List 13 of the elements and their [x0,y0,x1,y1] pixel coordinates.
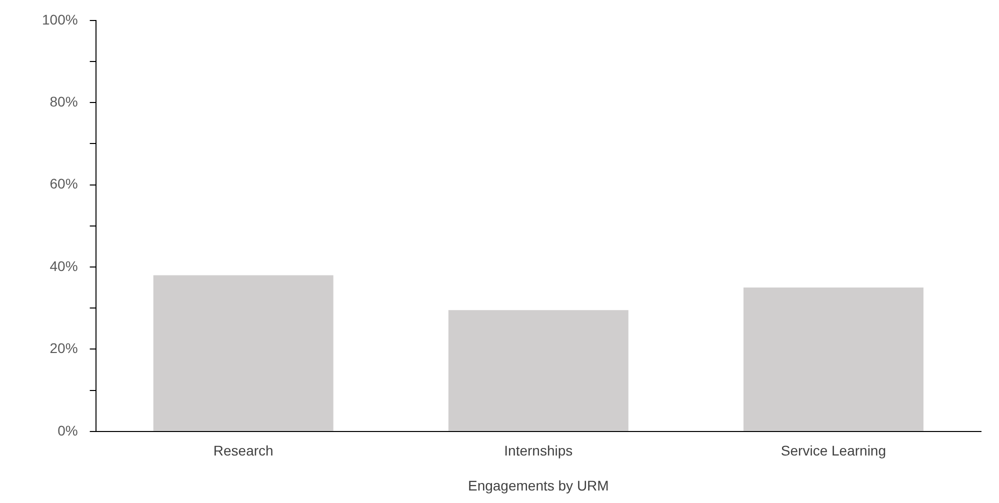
y-tick-label: 80% [50,93,78,110]
bar [448,310,628,431]
y-tick-label: 40% [50,258,78,274]
x-tick-label: Service Learning [780,442,886,459]
x-tick-label: Research [213,442,274,459]
y-tick-label: 20% [50,340,78,356]
y-tick-label: 0% [58,422,78,438]
y-tick-label: 60% [50,176,78,192]
bar [743,288,924,431]
bar [153,275,334,431]
x-tick-label: Internships [504,442,573,459]
y-tick-label: 100% [42,11,78,28]
x-axis-title: Engagements by URM [468,477,609,494]
